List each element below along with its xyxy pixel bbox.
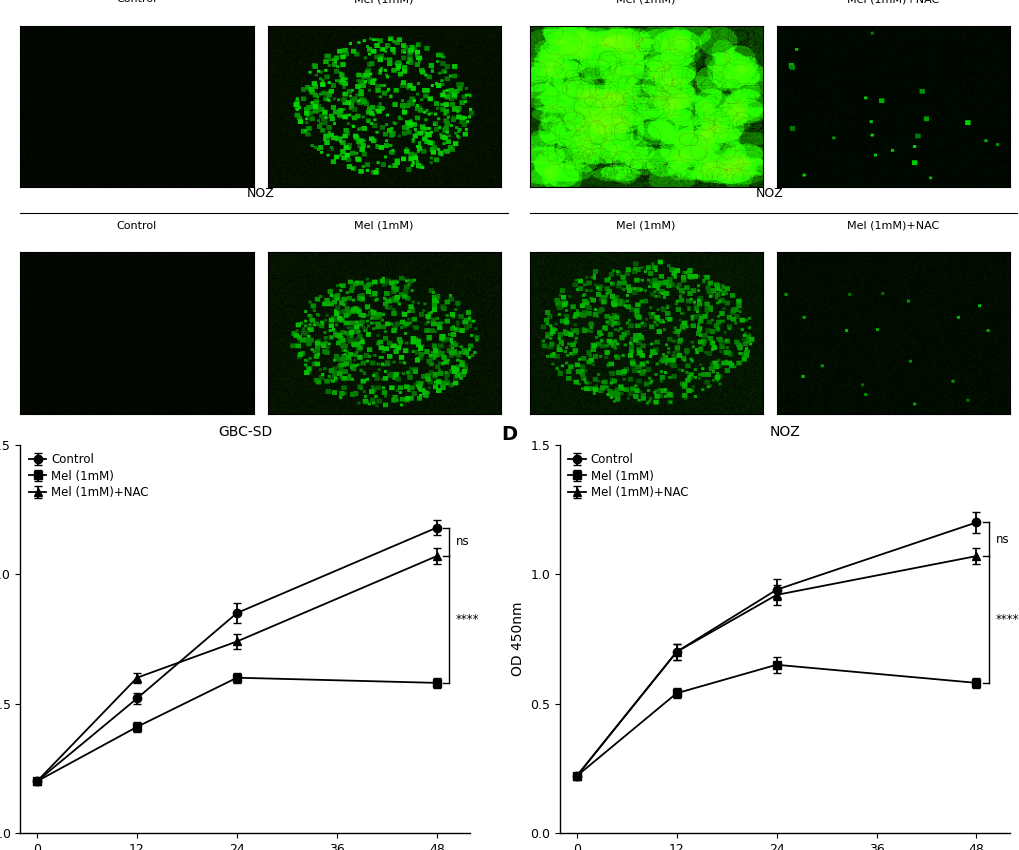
Text: ****: **** (995, 613, 1018, 626)
Text: Mel (1mM)+NAC: Mel (1mM)+NAC (846, 0, 938, 4)
Text: Mel (1mM): Mel (1mM) (354, 221, 414, 231)
Text: ns: ns (995, 533, 1008, 546)
Text: Mel (1mM)+NAC: Mel (1mM)+NAC (846, 221, 938, 231)
Text: D: D (501, 425, 518, 445)
Text: NOZ: NOZ (755, 187, 783, 201)
Title: GBC-SD: GBC-SD (218, 426, 272, 439)
Text: ns: ns (455, 536, 469, 548)
Y-axis label: OD 450nm: OD 450nm (511, 602, 525, 676)
Text: ****: **** (455, 613, 479, 626)
Text: Mel (1mM): Mel (1mM) (354, 0, 414, 4)
Text: NOZ: NOZ (247, 187, 274, 201)
Text: Control: Control (117, 221, 157, 231)
Legend: Control, Mel (1mM), Mel (1mM)+NAC: Control, Mel (1mM), Mel (1mM)+NAC (566, 450, 690, 501)
Legend: Control, Mel (1mM), Mel (1mM)+NAC: Control, Mel (1mM), Mel (1mM)+NAC (26, 450, 151, 501)
Text: Mel (1mM): Mel (1mM) (615, 221, 676, 231)
Text: Mel (1mM): Mel (1mM) (615, 0, 676, 4)
Title: NOZ: NOZ (768, 426, 800, 439)
Text: Control: Control (117, 0, 157, 4)
